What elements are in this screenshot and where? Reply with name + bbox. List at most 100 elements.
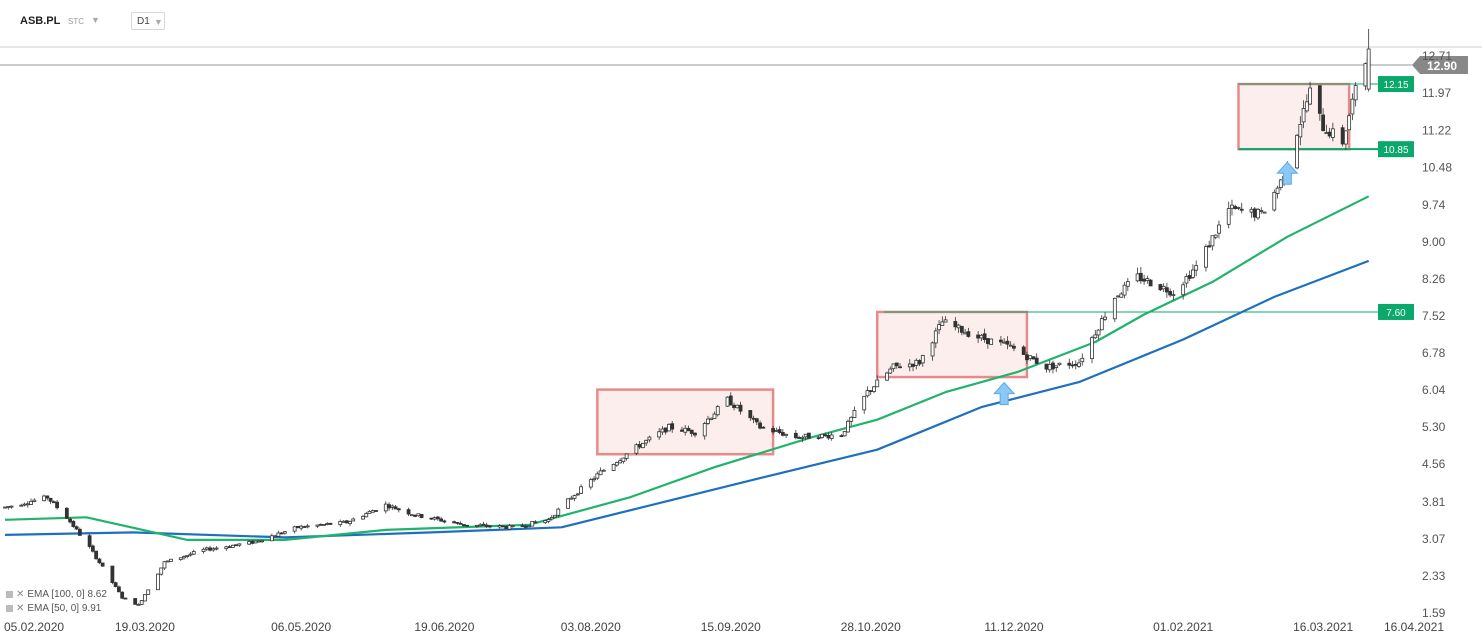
candle-body[interactable]: [367, 511, 372, 514]
candle-body[interactable]: [1028, 355, 1033, 359]
candle-body[interactable]: [282, 531, 287, 534]
candle-body[interactable]: [1275, 187, 1280, 194]
candle-body[interactable]: [1112, 297, 1117, 320]
candle-body[interactable]: [1135, 273, 1140, 282]
candle-body[interactable]: [338, 521, 343, 526]
candle-body[interactable]: [510, 525, 515, 528]
candle-body[interactable]: [1002, 341, 1007, 344]
candle-body[interactable]: [1226, 208, 1231, 225]
candle-body[interactable]: [136, 603, 141, 606]
candle-body[interactable]: [302, 526, 307, 528]
candle-body[interactable]: [87, 535, 92, 547]
candle-body[interactable]: [1054, 365, 1059, 368]
candle-body[interactable]: [1324, 132, 1329, 134]
candle-body[interactable]: [797, 437, 802, 439]
candle-body[interactable]: [702, 423, 707, 437]
candle-body[interactable]: [1021, 346, 1026, 355]
candle-body[interactable]: [1005, 340, 1010, 345]
candle-body[interactable]: [501, 525, 505, 528]
candle-body[interactable]: [253, 540, 258, 544]
candle-body[interactable]: [191, 551, 196, 555]
candle-body[interactable]: [621, 457, 626, 462]
candle-body[interactable]: [575, 493, 580, 496]
candle-body[interactable]: [504, 526, 509, 529]
candle-body[interactable]: [1164, 287, 1169, 293]
candle-body[interactable]: [1093, 334, 1098, 339]
candle-body[interactable]: [1138, 272, 1143, 282]
candle-body[interactable]: [45, 495, 50, 499]
candle-body[interactable]: [230, 544, 235, 548]
candle-body[interactable]: [439, 518, 444, 522]
candle-body[interactable]: [188, 553, 193, 556]
candle-body[interactable]: [953, 321, 958, 328]
candle-body[interactable]: [1145, 278, 1150, 281]
candle-body[interactable]: [1073, 363, 1078, 366]
candle-body[interactable]: [299, 525, 304, 529]
candle-body[interactable]: [234, 544, 238, 547]
candle-body[interactable]: [891, 363, 896, 370]
candle-body[interactable]: [1249, 208, 1254, 213]
candle-body[interactable]: [110, 565, 115, 583]
candle-body[interactable]: [429, 517, 434, 520]
candle-body[interactable]: [1161, 285, 1166, 290]
candle-body[interactable]: [1044, 363, 1049, 370]
candle-body[interactable]: [74, 526, 79, 530]
candle-body[interactable]: [982, 333, 987, 340]
candle-body[interactable]: [706, 418, 710, 424]
candle-body[interactable]: [139, 600, 144, 605]
candle-body[interactable]: [113, 582, 118, 587]
candle-body[interactable]: [1343, 130, 1348, 145]
candle-body[interactable]: [1142, 278, 1147, 282]
candle-body[interactable]: [527, 525, 531, 528]
candle-body[interactable]: [370, 510, 375, 513]
candle-body[interactable]: [985, 338, 990, 345]
candle-body[interactable]: [260, 540, 265, 543]
candle-body[interactable]: [1034, 357, 1039, 364]
candle-body[interactable]: [914, 359, 919, 366]
candle-body[interactable]: [1353, 85, 1358, 101]
candle-body[interactable]: [1031, 356, 1036, 360]
candle-body[interactable]: [1327, 131, 1332, 137]
candle-body[interactable]: [1236, 207, 1241, 209]
candle-body[interactable]: [64, 507, 69, 519]
candle-body[interactable]: [42, 495, 46, 502]
ema100-line[interactable]: [4, 259, 1370, 539]
candle-body[interactable]: [569, 497, 574, 500]
candle-body[interactable]: [777, 429, 782, 434]
candle-body[interactable]: [885, 372, 889, 381]
candle-body[interactable]: [966, 331, 971, 337]
candle-body[interactable]: [465, 524, 470, 527]
candle-body[interactable]: [442, 520, 447, 523]
candle-body[interactable]: [29, 500, 33, 505]
candle-body[interactable]: [481, 523, 486, 526]
candle-body[interactable]: [452, 521, 457, 524]
candle-body[interactable]: [943, 319, 948, 323]
candle-body[interactable]: [634, 444, 639, 454]
candle-body[interactable]: [322, 524, 326, 526]
candle-body[interactable]: [387, 504, 391, 509]
consolidation-box[interactable]: [596, 388, 775, 456]
candle-body[interactable]: [1230, 204, 1234, 209]
candle-body[interactable]: [94, 550, 99, 560]
interval-select[interactable]: D1 ▼: [131, 12, 165, 30]
candle-body[interactable]: [497, 525, 502, 528]
candle-body[interactable]: [68, 518, 72, 523]
candle-body[interactable]: [1350, 98, 1355, 115]
candle-body[interactable]: [849, 416, 854, 422]
candle-body[interactable]: [1233, 206, 1238, 210]
candle-body[interactable]: [865, 390, 870, 397]
candle-body[interactable]: [1278, 179, 1283, 188]
candle-body[interactable]: [458, 522, 463, 525]
candle-body[interactable]: [1168, 291, 1173, 296]
candle-body[interactable]: [1317, 85, 1322, 114]
candle-body[interactable]: [269, 535, 274, 542]
candle-body[interactable]: [852, 410, 857, 418]
candle-body[interactable]: [237, 543, 242, 546]
candle-body[interactable]: [898, 366, 902, 369]
candle-body[interactable]: [793, 432, 798, 439]
candle-body[interactable]: [670, 423, 675, 430]
candle-body[interactable]: [732, 404, 736, 408]
candle-body[interactable]: [735, 404, 740, 409]
candle-body[interactable]: [709, 417, 714, 420]
